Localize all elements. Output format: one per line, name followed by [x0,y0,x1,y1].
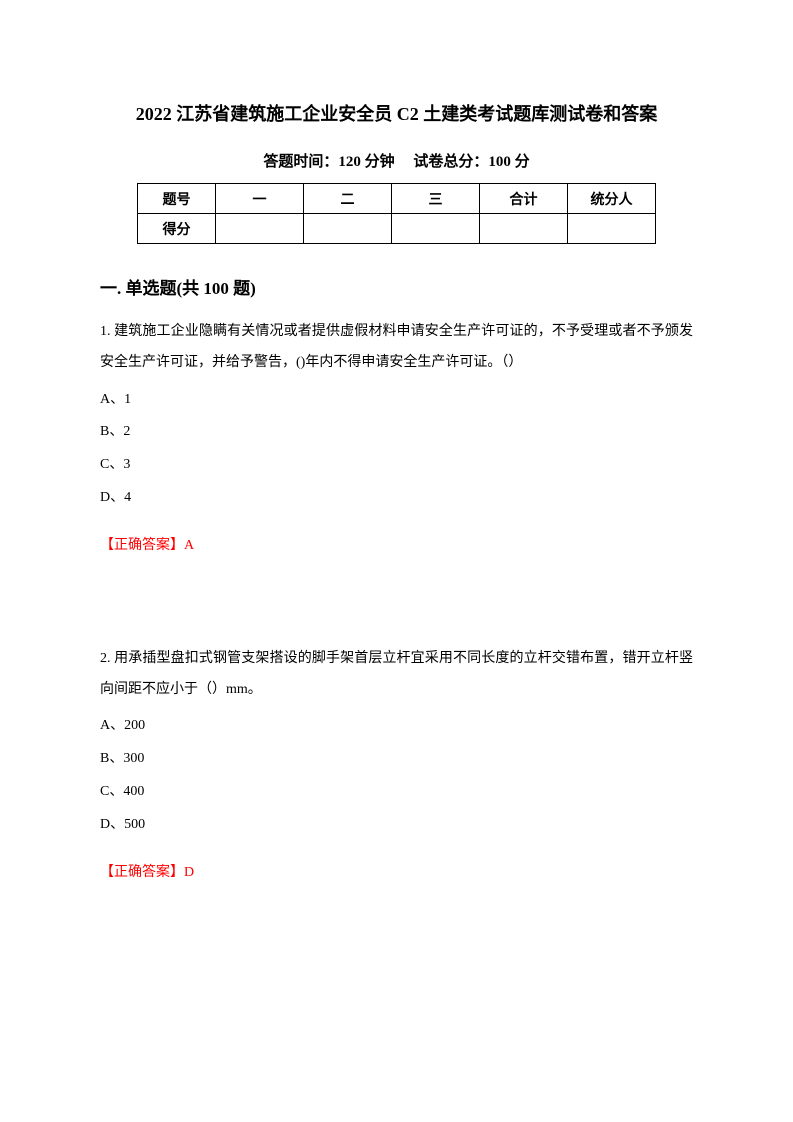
option-a: A、1 [100,385,693,416]
score-table: 题号 一 二 三 合计 统分人 得分 [137,183,656,244]
table-cell [216,214,304,244]
section-heading: 一. 单选题(共 100 题) [100,274,693,299]
question-text: 1. 建筑施工企业隐瞒有关情况或者提供虚假材料申请安全生产许可证的，不予受理或者… [100,317,693,379]
table-cell: 得分 [138,214,216,244]
option-b: B、300 [100,744,693,775]
question-block: 2. 用承插型盘扣式钢管支架搭设的脚手架首层立杆宜采用不同长度的立杆交错布置，错… [100,644,693,881]
option-c: C、3 [100,450,693,481]
table-header-cell: 一 [216,184,304,214]
option-a: A、200 [100,711,693,742]
question-text: 2. 用承插型盘扣式钢管支架搭设的脚手架首层立杆宜采用不同长度的立杆交错布置，错… [100,644,693,706]
option-b: B、2 [100,417,693,448]
table-header-cell: 题号 [138,184,216,214]
option-c: C、400 [100,777,693,808]
table-cell [480,214,568,244]
table-header-cell: 合计 [480,184,568,214]
table-cell [392,214,480,244]
table-header-cell: 二 [304,184,392,214]
table-row: 得分 [138,214,656,244]
table-cell [304,214,392,244]
exam-subtitle: 答题时间：120 分钟 试卷总分：100 分 [100,150,693,171]
answer-text: 【正确答案】D [100,861,693,881]
table-header-cell: 三 [392,184,480,214]
exam-title: 2022 江苏省建筑施工企业安全员 C2 土建类考试题库测试卷和答案 [100,100,693,126]
table-cell [568,214,656,244]
table-header-cell: 统分人 [568,184,656,214]
question-block: 1. 建筑施工企业隐瞒有关情况或者提供虚假材料申请安全生产许可证的，不予受理或者… [100,317,693,554]
table-row: 题号 一 二 三 合计 统分人 [138,184,656,214]
answer-text: 【正确答案】A [100,534,693,554]
option-d: D、4 [100,483,693,514]
option-d: D、500 [100,810,693,841]
